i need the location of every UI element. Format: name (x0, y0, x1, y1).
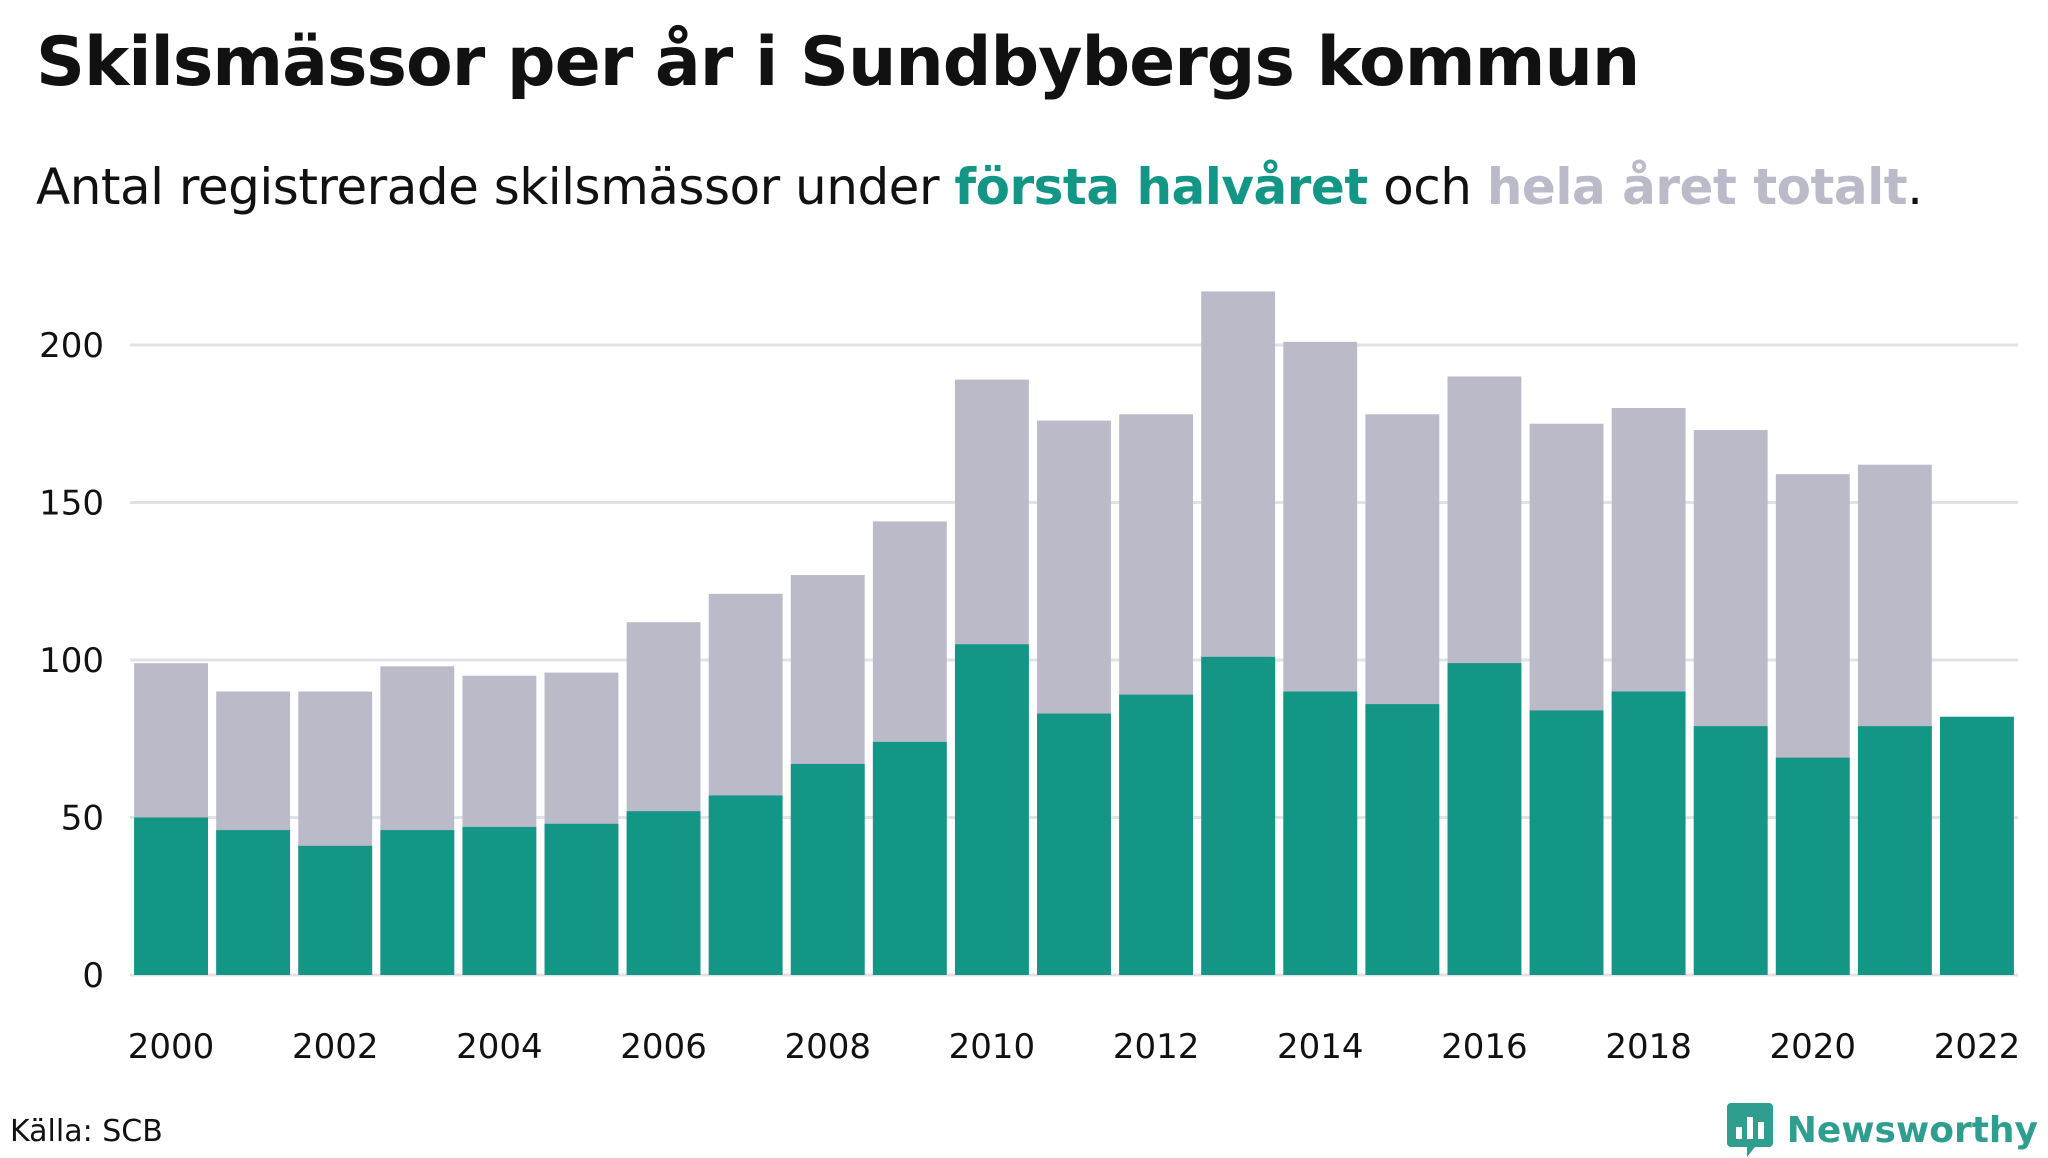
bar-first-half-2018 (1611, 691, 1686, 975)
bar-first-half-2005 (544, 823, 619, 975)
chart-subtitle: Antal registrerade skilsmässor under för… (36, 154, 1923, 220)
bar-first-half-2022 (1940, 716, 2014, 975)
bar-first-half-2004 (462, 826, 537, 975)
bar-first-half-2007 (708, 795, 783, 975)
brand-name: Newsworthy (1786, 1109, 2038, 1151)
bar-first-half-2001 (216, 830, 291, 975)
subtitle-text-end: . (1907, 158, 1923, 216)
bar-first-half-2012 (1119, 694, 1194, 975)
legend-first-half: första halvåret (954, 158, 1368, 216)
bar-chart-speech-bubble-icon (1726, 1103, 1773, 1157)
x-tick-label: 2016 (1441, 1027, 1528, 1067)
bar-first-half-2013 (1201, 656, 1276, 975)
bar-first-half-2002 (298, 845, 373, 975)
x-tick-label: 2012 (1113, 1027, 1200, 1067)
y-tick-label: 100 (39, 641, 104, 681)
y-tick-label: 200 (39, 326, 104, 366)
bar-chart: 0 50 100 150 200 2000 2002 2004 2006 2008 2010 201… (39, 291, 2020, 1067)
bar-first-half-2016 (1447, 663, 1522, 975)
bar-first-half-2017 (1529, 710, 1604, 975)
source-note: Källa: SCB (10, 1114, 163, 1149)
bar-first-half-2014 (1283, 691, 1358, 975)
bar-first-half-2020 (1775, 757, 1850, 975)
y-tick-label: 0 (82, 956, 104, 996)
x-tick-label: 2006 (620, 1027, 707, 1067)
x-axis-labels: 2000 2002 2004 2006 2008 2010 2012 2014 2016 2018… (128, 1027, 2020, 1067)
bar-first-half-2000 (134, 817, 208, 975)
y-tick-label: 150 (39, 484, 104, 524)
bar-first-half-2009 (872, 741, 947, 975)
x-tick-label: 2008 (784, 1027, 871, 1067)
x-tick-label: 2000 (128, 1027, 215, 1067)
legend-total: hela året totalt (1486, 158, 1908, 216)
bar-first-half-2003 (380, 830, 455, 975)
subtitle-text-intro: Antal registrerade skilsmässor under (36, 158, 955, 216)
chart-title: Skilsmässor per år i Sundbybergs kommun (36, 23, 1640, 102)
series-first-half-bars (134, 644, 2014, 975)
bar-first-half-2019 (1693, 726, 1768, 975)
x-tick-label: 2022 (1934, 1027, 2021, 1067)
bar-first-half-2015 (1365, 704, 1440, 975)
x-tick-label: 2002 (292, 1027, 379, 1067)
x-tick-label: 2010 (949, 1027, 1036, 1067)
x-tick-label: 2020 (1770, 1027, 1857, 1067)
y-tick-label: 50 (61, 799, 104, 839)
bar-first-half-2021 (1857, 726, 1932, 975)
bar-first-half-2010 (954, 644, 1029, 975)
x-tick-label: 2018 (1605, 1027, 1692, 1067)
x-tick-label: 2004 (456, 1027, 543, 1067)
x-tick-label: 2014 (1277, 1027, 1364, 1067)
y-axis-labels: 0 50 100 150 200 (39, 326, 104, 996)
bar-first-half-2006 (626, 811, 701, 975)
bar-first-half-2011 (1037, 713, 1111, 975)
subtitle-text-mid: och (1367, 158, 1487, 216)
brand-logo: Newsworthy (1726, 1102, 2038, 1158)
bar-first-half-2008 (790, 763, 865, 975)
